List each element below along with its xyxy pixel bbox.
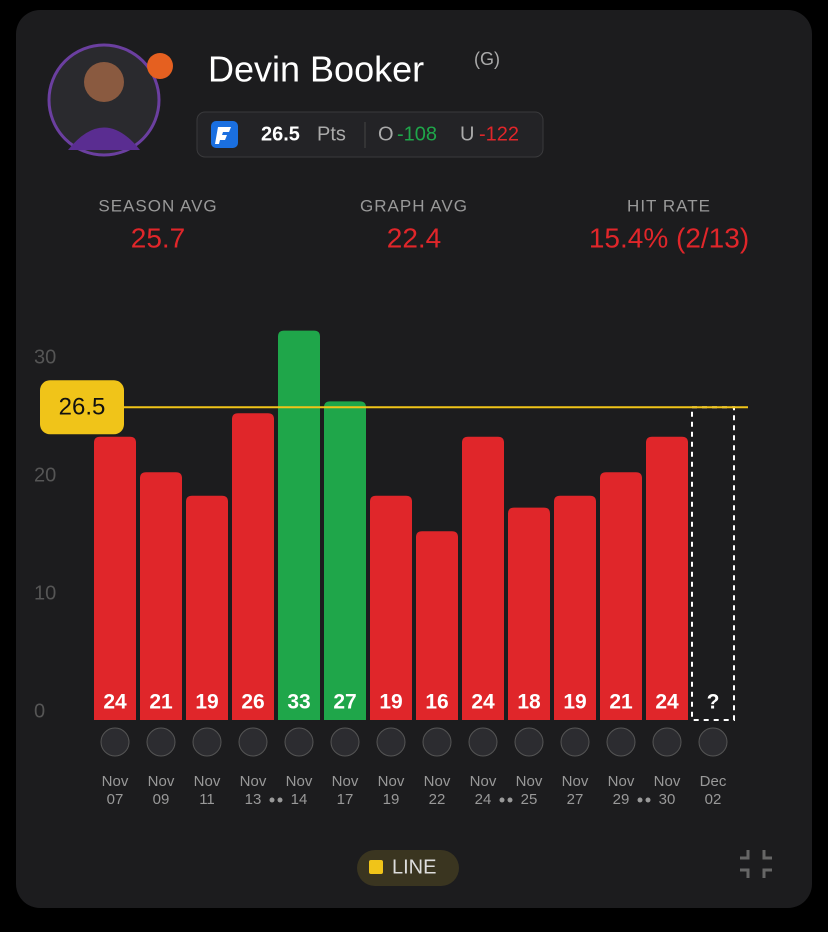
opponent-logo [238, 727, 268, 757]
stat-value: 22.4 [387, 222, 442, 253]
x-tick-label: Nov 17 [332, 773, 359, 808]
bar [508, 507, 550, 720]
bar-value-label: 21 [149, 691, 173, 714]
odds-pill [196, 111, 544, 158]
stat-value: 25.7 [131, 222, 186, 253]
back-to-back-dot [277, 797, 283, 803]
opponent-logo [698, 727, 728, 757]
bar-value-label: 24 [103, 691, 127, 714]
legend-swatch [369, 860, 383, 874]
bar [186, 495, 228, 720]
under-odds: -122 [479, 123, 519, 145]
y-tick-label: 0 [34, 700, 45, 722]
opponent-logo [376, 727, 406, 757]
y-tick-label: 10 [34, 582, 56, 604]
x-tick-label: Nov 19 [378, 773, 405, 808]
back-to-back-dot [637, 797, 643, 803]
opponent-logo [422, 727, 452, 757]
bar-value-label: 21 [609, 691, 633, 714]
bar [370, 495, 412, 720]
position: (G) [474, 49, 500, 69]
bar-value-label: 24 [471, 691, 495, 714]
opponent-logo [606, 727, 636, 757]
stat-label: HIT RATE [627, 196, 711, 215]
stat-label: GRAPH AVG [360, 196, 468, 215]
bar-value-label: ? [707, 691, 720, 714]
y-tick-label: 30 [34, 346, 56, 368]
y-tick-label: 20 [34, 464, 56, 486]
legend-label: LINE [392, 856, 436, 878]
bar-value-label: 33 [287, 691, 310, 714]
opponent-logo [514, 727, 544, 757]
bar [600, 472, 642, 720]
bar [416, 531, 458, 720]
opponent-logo [100, 727, 130, 757]
x-tick-label: Nov 27 [562, 773, 589, 808]
avatar-head [84, 62, 124, 102]
back-to-back-dot [645, 797, 651, 803]
bar [554, 495, 596, 720]
bar [646, 436, 688, 720]
bar-value-label: 19 [379, 691, 402, 714]
x-tick-label: Nov 11 [194, 773, 221, 808]
bar-value-label: 18 [517, 691, 541, 714]
bar-value-label: 19 [563, 691, 586, 714]
bar [140, 472, 182, 720]
bar [94, 436, 136, 720]
x-tick-label: Nov 29 [608, 773, 635, 808]
opponent-logo [146, 727, 176, 757]
opponent-logo [330, 727, 360, 757]
x-tick-label: Nov 24 [470, 773, 497, 808]
opponent-logo [284, 727, 314, 757]
x-tick-label: Nov 25 [516, 773, 543, 808]
prop-line-badge [40, 380, 124, 435]
avatar-body [68, 127, 140, 150]
over-odds: -108 [397, 123, 437, 145]
bar-value-label: 26 [241, 691, 264, 714]
x-tick-label: Nov 30 [654, 773, 681, 808]
stat-label: SEASON AVG [98, 196, 217, 215]
back-to-back-dot [269, 797, 275, 803]
back-to-back-dot [507, 797, 513, 803]
line-unit: Pts [317, 123, 346, 145]
bar [278, 330, 320, 720]
over-label: O [378, 123, 394, 145]
opponent-logo [192, 727, 222, 757]
book-icon-mark [215, 127, 231, 144]
team-logo [147, 53, 173, 79]
bar-value-label: 19 [195, 691, 218, 714]
collapse-icon[interactable] [740, 850, 772, 878]
x-tick-label: Dec 02 [700, 773, 727, 808]
x-tick-label: Nov 09 [148, 773, 175, 808]
bar [232, 413, 274, 720]
prop-line-label: 26.5 [59, 394, 106, 421]
bar [462, 436, 504, 720]
opponent-logo [468, 727, 498, 757]
x-tick-label: Nov 07 [102, 773, 129, 808]
line-value: 26.5 [261, 123, 300, 145]
bar [324, 401, 366, 720]
player-name: Devin Booker [208, 49, 424, 90]
bar-value-label: 24 [655, 691, 679, 714]
opponent-logo [560, 727, 590, 757]
bar-value-label: 16 [425, 691, 448, 714]
x-tick-label: Nov 13 [240, 773, 267, 808]
legend-pill[interactable] [357, 850, 459, 886]
opponent-logo [652, 727, 682, 757]
stat-value: 15.4% (2/13) [589, 222, 749, 253]
x-tick-label: Nov 14 [286, 773, 313, 808]
bar-value-label: 27 [333, 691, 356, 714]
x-tick-label: Nov 22 [424, 773, 451, 808]
back-to-back-dot [499, 797, 505, 803]
under-label: U [460, 123, 474, 145]
